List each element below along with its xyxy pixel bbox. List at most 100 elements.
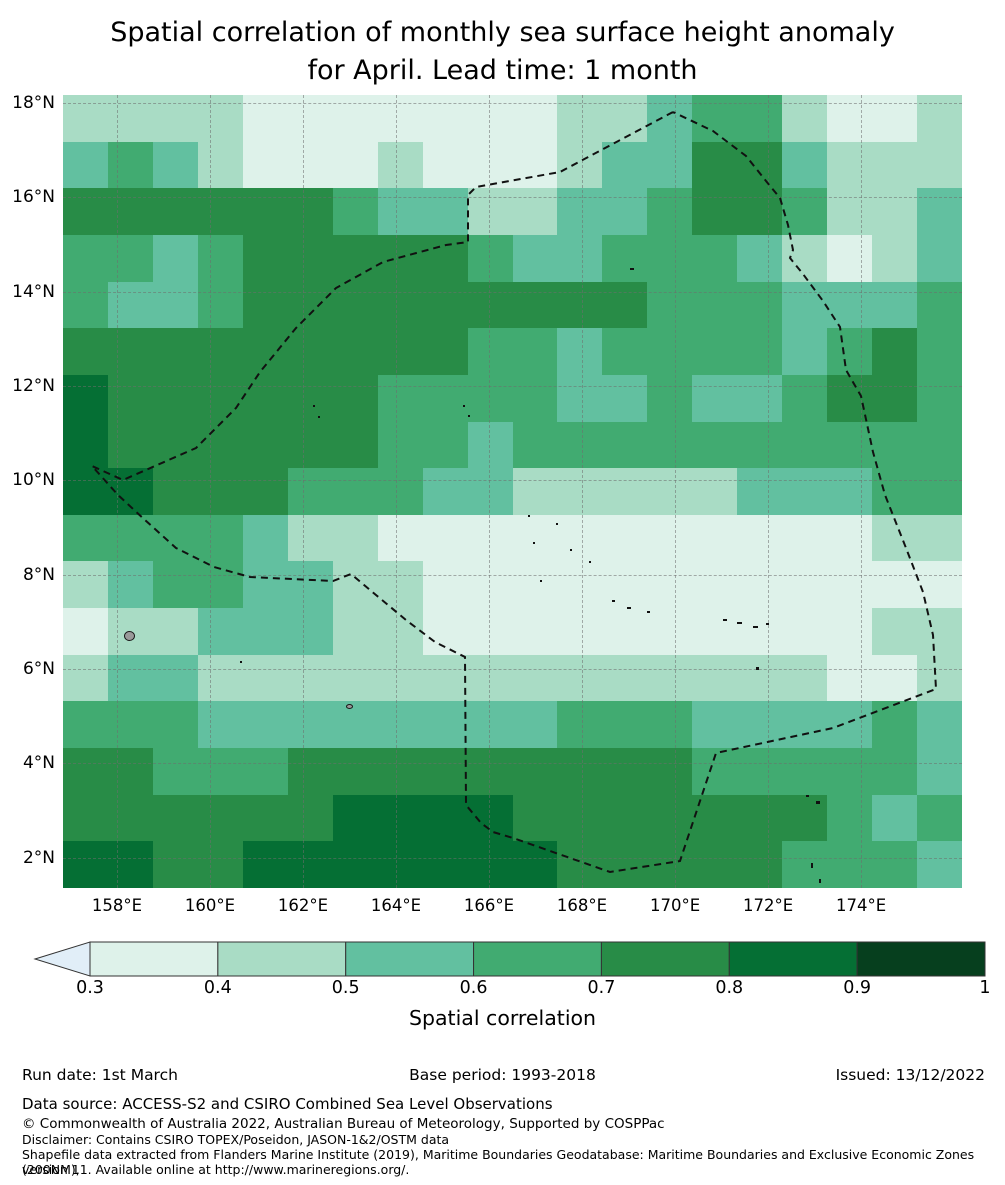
- heatmap-cell: [467, 421, 513, 469]
- heatmap-cell: [692, 374, 738, 422]
- heatmap-cell: [827, 468, 873, 515]
- heatmap-cell: [152, 421, 198, 469]
- heatmap-cell: [107, 421, 153, 469]
- heatmap-cell: [917, 608, 962, 655]
- heatmap-cell: [512, 654, 558, 702]
- colorbar-tick-label: 0.5: [331, 978, 360, 998]
- heatmap-cell: [512, 841, 558, 888]
- colorbar-tick-label: 1: [979, 978, 991, 998]
- heatmap-cell: [422, 374, 468, 422]
- heatmap-cell: [332, 188, 378, 235]
- heatmap-cell: [782, 281, 828, 329]
- heatmap-cell: [107, 748, 153, 795]
- island-marker: [756, 667, 759, 670]
- heatmap-cell: [467, 608, 513, 655]
- island-marker: [647, 611, 650, 613]
- heatmap-cell: [782, 95, 828, 142]
- heatmap-cell: [63, 654, 108, 702]
- heatmap-cell: [242, 514, 288, 562]
- heatmap-cell: [872, 374, 918, 422]
- x-tick-label: 162°E: [277, 896, 329, 915]
- heatmap-cell: [827, 794, 873, 842]
- gridline-vertical: [768, 95, 770, 888]
- heatmap-cell: [377, 95, 423, 142]
- island-marker: [589, 561, 591, 563]
- heatmap-cell: [422, 188, 468, 235]
- heatmap-cell: [692, 561, 738, 609]
- heatmap-cell: [647, 794, 693, 842]
- heatmap-cell: [827, 281, 873, 329]
- issued-text: Issued: 13/12/2022: [835, 1066, 985, 1084]
- heatmap-cell: [107, 281, 153, 329]
- heatmap-cell: [63, 841, 108, 888]
- heatmap-cell: [242, 561, 288, 609]
- heatmap-cell: [467, 188, 513, 235]
- heatmap-cell: [782, 188, 828, 235]
- heatmap-cell: [467, 95, 513, 142]
- island-marker: [528, 515, 530, 517]
- heatmap-cell: [287, 328, 333, 375]
- heatmap-cell: [917, 141, 962, 189]
- heatmap-cell: [512, 234, 558, 282]
- chart-title-line2: for April. Lead time: 1 month: [307, 55, 698, 86]
- heatmap-cell: [63, 141, 108, 189]
- copyright-text: © Commonwealth of Australia 2022, Austra…: [22, 1116, 665, 1132]
- heatmap-cell: [512, 188, 558, 235]
- heatmap-cell: [737, 188, 783, 235]
- heatmap-cell: [197, 328, 243, 375]
- heatmap-cell: [647, 421, 693, 469]
- heatmap-cell: [422, 421, 468, 469]
- heatmap-cell: [332, 608, 378, 655]
- heatmap-cell: [377, 794, 423, 842]
- heatmap-cell: [377, 141, 423, 189]
- gridline-horizontal: [63, 480, 962, 482]
- heatmap-cell: [197, 701, 243, 749]
- gridline-horizontal: [63, 103, 962, 105]
- run-date-text: Run date: 1st March: [22, 1066, 178, 1084]
- heatmap-cell: [107, 141, 153, 189]
- colorbar-segment: [217, 941, 347, 977]
- heatmap-cell: [782, 374, 828, 422]
- heatmap-cell: [197, 95, 243, 142]
- heatmap-cell: [647, 514, 693, 562]
- heatmap-cell: [872, 95, 918, 142]
- gridline-horizontal: [63, 669, 962, 671]
- heatmap-cell: [557, 608, 603, 655]
- heatmap-cell: [287, 514, 333, 562]
- heatmap-cell: [782, 748, 828, 795]
- heatmap-cell: [602, 141, 648, 189]
- heatmap-cell: [647, 608, 693, 655]
- island-marker: [570, 549, 572, 551]
- heatmap-cell: [647, 468, 693, 515]
- heatmap-cell: [422, 468, 468, 515]
- x-tick-label: 160°E: [184, 896, 236, 915]
- heatmap-cell: [917, 328, 962, 375]
- x-tick-label: 164°E: [370, 896, 422, 915]
- map-plot-area: [63, 95, 962, 888]
- heatmap-cell: [602, 841, 648, 888]
- heatmap-cell: [467, 374, 513, 422]
- heatmap-cell: [152, 748, 198, 795]
- heatmap-cell: [737, 701, 783, 749]
- heatmap-cell: [287, 468, 333, 515]
- heatmap-cell: [152, 701, 198, 749]
- gridline-vertical: [302, 95, 304, 888]
- heatmap-cell: [63, 234, 108, 282]
- colorbar-tick-label: 0.9: [843, 978, 872, 998]
- heatmap-cell: [647, 188, 693, 235]
- heatmap-cell: [512, 95, 558, 142]
- heatmap-cell: [737, 794, 783, 842]
- heatmap-cell: [152, 374, 198, 422]
- heatmap-cell: [917, 421, 962, 469]
- heatmap-cell: [557, 328, 603, 375]
- heatmap-cell: [332, 468, 378, 515]
- heatmap-cell: [63, 748, 108, 795]
- heatmap-cell: [63, 374, 108, 422]
- heatmap-cell: [422, 514, 468, 562]
- heatmap-cell: [377, 514, 423, 562]
- colorbar-tick-label: 0.7: [587, 978, 616, 998]
- heatmap-cell: [557, 421, 603, 469]
- heatmap-cell: [63, 281, 108, 329]
- heatmap-cell: [242, 141, 288, 189]
- x-tick-label: 158°E: [91, 896, 143, 915]
